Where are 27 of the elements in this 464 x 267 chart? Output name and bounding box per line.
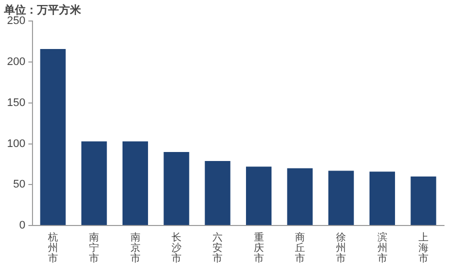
y-tick-label: 0 xyxy=(19,220,26,232)
y-tick-label: 50 xyxy=(13,178,26,191)
y-tick-label: 250 xyxy=(6,15,26,28)
y-tick-label: 100 xyxy=(6,138,26,150)
chart-title: 单位：万平方米 xyxy=(3,3,82,16)
x-tick-label: 南京市 xyxy=(130,231,140,264)
bar xyxy=(40,48,66,225)
x-tick-label: 重庆市 xyxy=(254,231,264,264)
bar xyxy=(122,141,148,225)
x-tick-label: 南宁市 xyxy=(89,231,100,264)
y-tick-label: 150 xyxy=(6,96,26,109)
bar xyxy=(369,172,396,225)
x-tick-label: 六安市 xyxy=(212,231,223,264)
bar xyxy=(81,141,107,225)
x-tick-label: 滨州市 xyxy=(377,231,388,264)
y-tick-label: 200 xyxy=(6,56,26,68)
bar xyxy=(164,152,190,225)
x-tick-label: 徐州市 xyxy=(336,231,346,264)
x-tick-label: 长沙市 xyxy=(171,231,182,264)
bar xyxy=(410,176,436,225)
bar xyxy=(246,166,272,225)
bar xyxy=(328,170,354,225)
bar xyxy=(287,168,313,225)
x-tick-label: 商丘市 xyxy=(294,231,305,264)
x-tick-label: 上海市 xyxy=(418,231,428,264)
bar xyxy=(204,160,230,225)
x-tick-label: 杭州市 xyxy=(46,231,58,264)
